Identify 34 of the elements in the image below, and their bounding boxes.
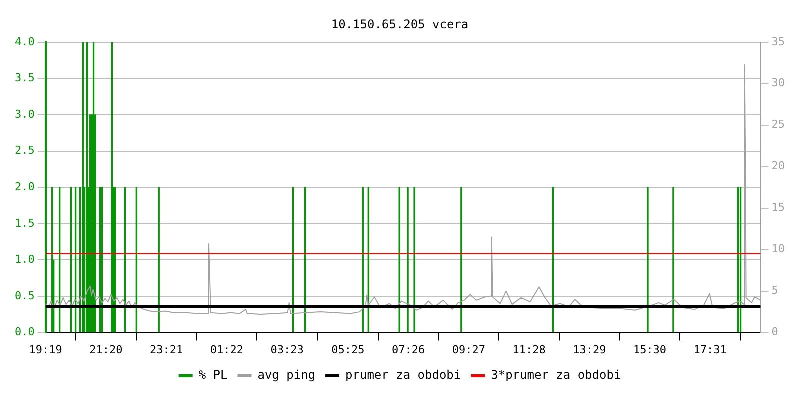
y2-tick-label: 35 [772, 35, 786, 48]
y-tick-label: 2.5 [14, 144, 35, 158]
chart-title: 10.150.65.205 vcera [331, 17, 469, 32]
y-tick-label: 1.5 [14, 216, 35, 230]
y2-tick-label: 25 [772, 118, 786, 132]
x-tick-label: 15:30 [633, 343, 667, 356]
x-tick-label: 23:21 [150, 343, 184, 356]
x-tick-label: 05:25 [332, 343, 365, 356]
x-tick-label: 03:23 [270, 343, 304, 356]
legend-label: avg ping [258, 368, 316, 382]
x-tick-label: 01:22 [210, 343, 244, 356]
y2-tick-label: 20 [772, 160, 786, 173]
x-tick-label: 19:19 [29, 343, 62, 356]
y-tick-label: 1.0 [14, 253, 35, 266]
y-tick-label: 0.0 [14, 326, 35, 339]
y-tick-label: 3.5 [14, 72, 35, 85]
legend-label: 3*prumer za obdobi [491, 368, 622, 382]
y-tick-label: 3.0 [14, 108, 35, 121]
x-tick-label: 17:31 [694, 343, 727, 356]
y2-tick-label: 15 [772, 201, 786, 214]
y-tick-label: 0.5 [14, 289, 35, 302]
y2-tick-label: 30 [772, 76, 786, 90]
x-tick-label: 09:27 [452, 343, 486, 356]
y2-tick-label: 5 [772, 284, 778, 298]
y-tick-label: 2.0 [14, 180, 35, 194]
x-tick-label: 07:26 [392, 343, 426, 356]
y2-tick-label: 0 [772, 326, 778, 339]
y-tick-label: 4.0 [14, 35, 35, 48]
y2-tick-label: 10 [772, 242, 786, 256]
x-tick-label: 11:28 [512, 343, 546, 356]
legend-label: prumer za obdobi [346, 368, 462, 382]
x-tick-label: 21:20 [90, 343, 123, 356]
legend-label: % PL [198, 368, 228, 382]
x-tick-label: 13:29 [573, 343, 606, 356]
